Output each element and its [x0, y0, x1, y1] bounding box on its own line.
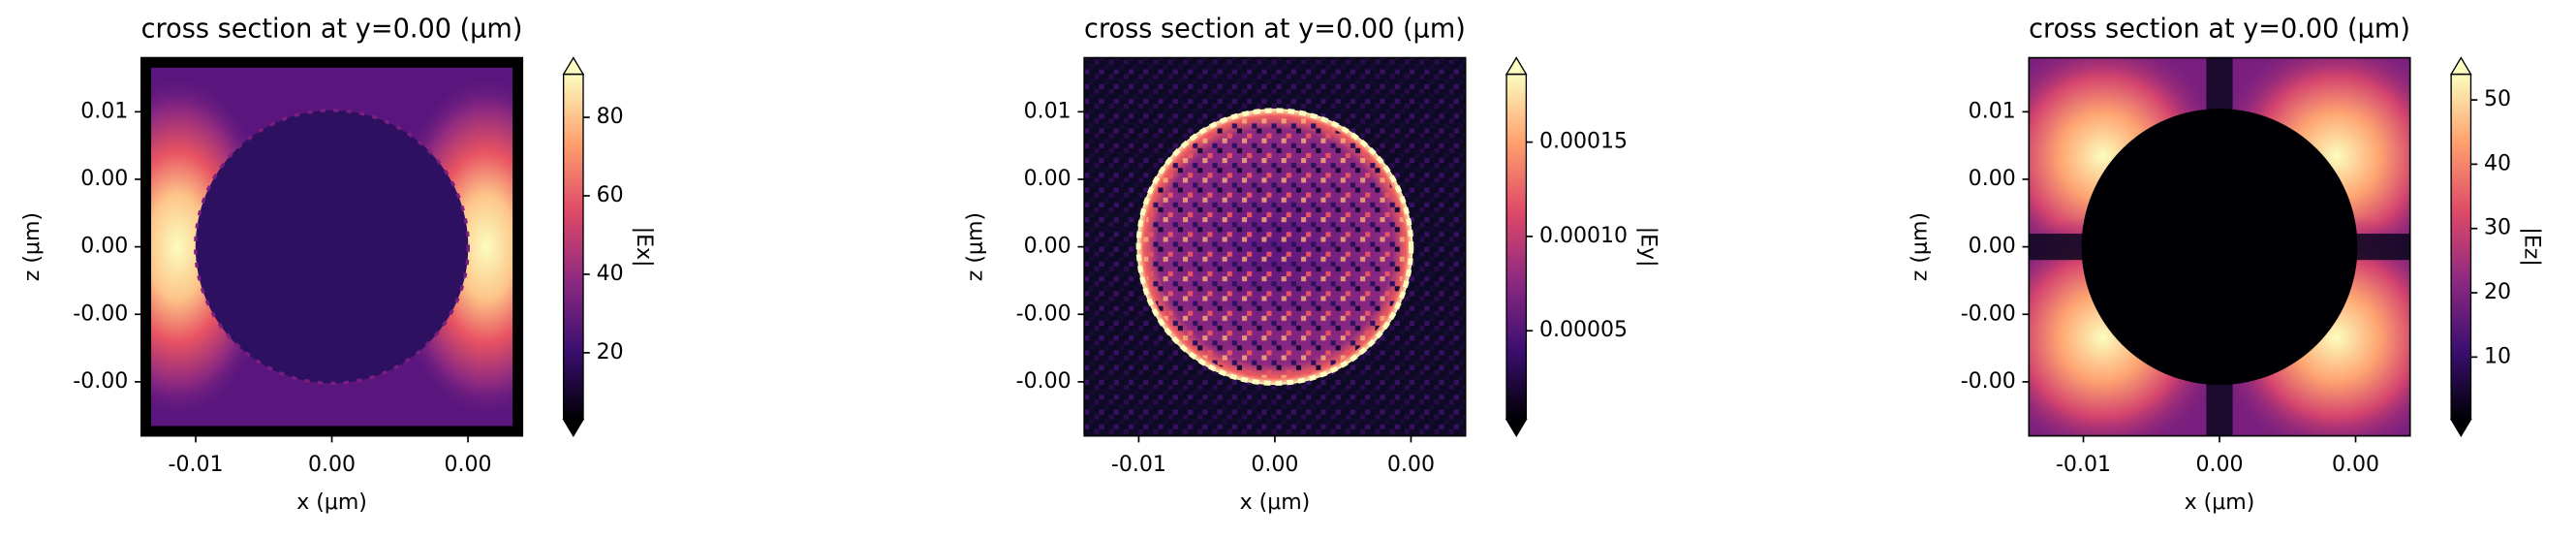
colorbar-extend [2449, 56, 2472, 76]
y-tick-label: 0.01 [1969, 99, 2016, 123]
y-tick-label: 0.00 [1024, 235, 1071, 259]
chart-title: cross section at y=0.00 (μm) [2029, 14, 2410, 44]
field-image [1084, 57, 1466, 436]
y-axis-label: z (μm) [1908, 212, 1932, 281]
x-tick-label: 0.00 [2332, 453, 2379, 477]
y-tick-label: -0.00 [1016, 301, 1071, 326]
x-axis-label: x (μm) [2185, 491, 2255, 515]
x-tick-label: 0.00 [2195, 453, 2243, 477]
y-tick-label: -0.00 [73, 301, 128, 326]
colorbar-label: |Ex| [632, 227, 656, 268]
colorbar-frame [562, 73, 584, 421]
y-tick-label: 0.00 [1969, 235, 2016, 259]
colorbar-tick-label: 10 [2484, 344, 2511, 368]
chart-title: cross section at y=0.00 (μm) [1084, 14, 1466, 44]
field-image [140, 57, 523, 436]
colorbar-label: |Ez| [2519, 227, 2543, 266]
y-tick-label: -0.00 [1016, 369, 1071, 394]
y-tick-label: -0.00 [1961, 301, 2016, 326]
x-tick-label: 0.00 [1387, 453, 1435, 477]
y-axis-label: z (μm) [963, 212, 987, 281]
colorbar-tick-label: 0.00010 [1539, 224, 1628, 248]
colorbar-tick-label: 30 [2484, 216, 2511, 240]
colorbar-extend [2449, 418, 2472, 437]
y-axis-label: z (μm) [20, 212, 45, 281]
colorbar-tick-label: 0.00005 [1539, 318, 1628, 342]
colorbar-tick-label: 80 [597, 105, 624, 129]
colorbar [1506, 74, 1527, 420]
colorbar-tick-label: 40 [2484, 151, 2511, 175]
y-tick-label: 0.00 [1969, 167, 2016, 191]
colorbar-tick-label: 60 [597, 183, 624, 207]
x-axis-label: x (μm) [296, 491, 367, 515]
chart-title: cross section at y=0.00 (μm) [141, 14, 523, 44]
colorbar-tick-label: 20 [597, 340, 624, 364]
colorbar-tick-label: 50 [2484, 87, 2511, 111]
y-tick-label: 0.00 [80, 235, 128, 259]
colorbar-extend [562, 56, 585, 76]
colorbar-extend [1505, 56, 1528, 76]
y-tick-label: 0.01 [1024, 99, 1071, 123]
colorbar-frame [2450, 73, 2472, 421]
y-tick-label: 0.00 [1024, 167, 1071, 191]
x-axis-label: x (μm) [1240, 491, 1311, 515]
field-image [2029, 57, 2410, 436]
x-tick-label: 0.00 [1251, 453, 1298, 477]
colorbar [2451, 74, 2471, 420]
colorbar [563, 74, 584, 420]
x-tick-label: -0.01 [1111, 453, 1166, 477]
y-tick-label: -0.00 [1961, 369, 2016, 394]
x-tick-label: -0.01 [2056, 453, 2111, 477]
x-tick-label: -0.01 [169, 453, 224, 477]
colorbar-extend [562, 418, 585, 437]
colorbar-extend [1505, 418, 1528, 437]
colorbar-tick-label: 0.00015 [1539, 130, 1628, 154]
y-tick-label: -0.00 [73, 369, 128, 394]
x-tick-label: 0.00 [308, 453, 356, 477]
colorbar-frame [1505, 73, 1528, 421]
colorbar-tick-label: 20 [2484, 280, 2511, 304]
y-tick-label: 0.00 [80, 167, 128, 191]
colorbar-label: |Ey| [1635, 227, 1660, 268]
y-tick-label: 0.01 [80, 99, 128, 123]
colorbar-tick-label: 40 [597, 262, 624, 286]
x-tick-label: 0.00 [445, 453, 492, 477]
